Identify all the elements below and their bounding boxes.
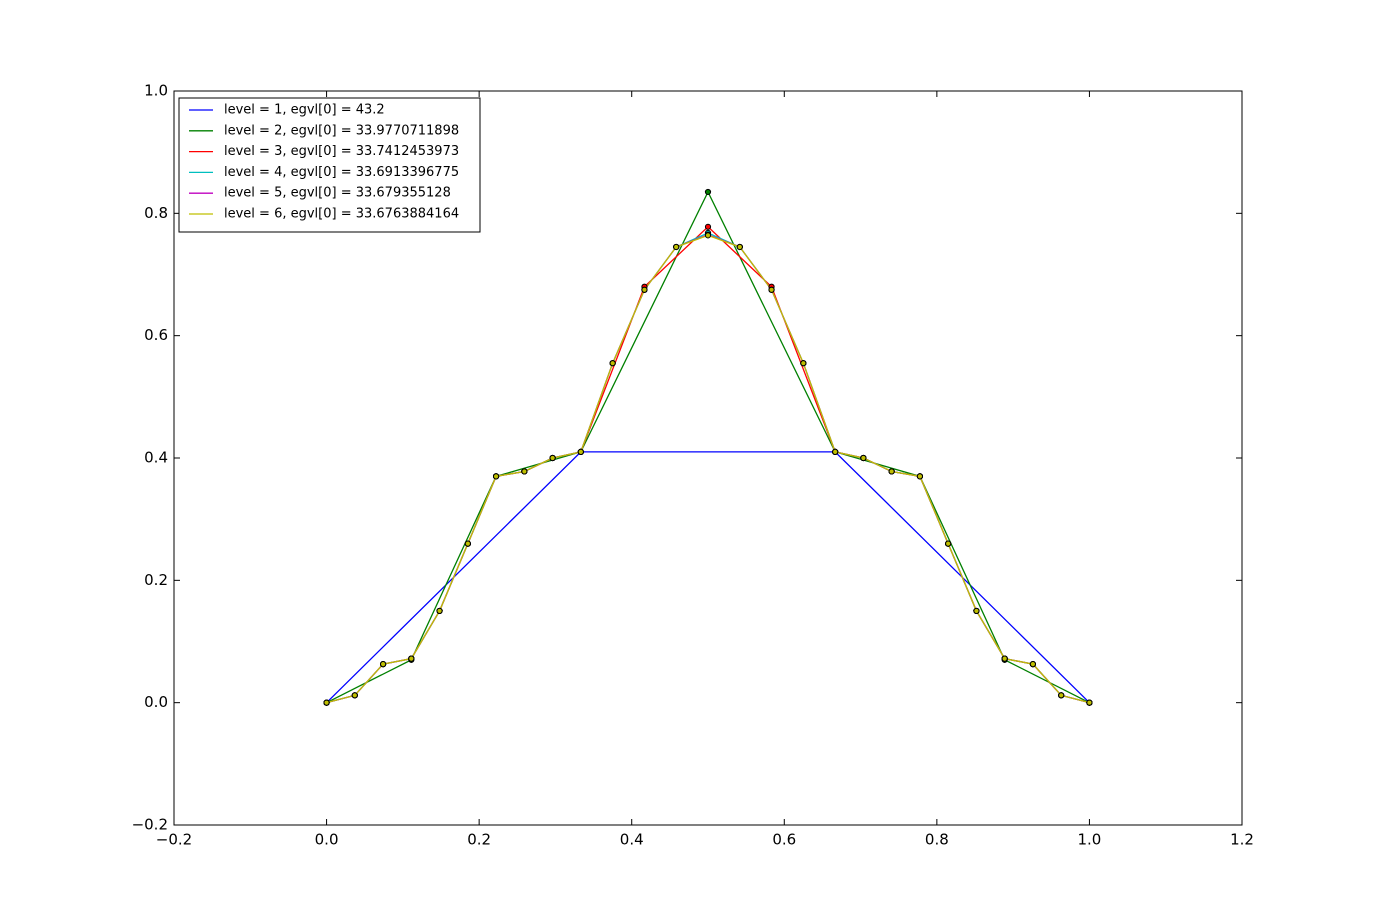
y-tick-label: 0.8 [144, 204, 168, 222]
point [1029, 661, 1037, 668]
point [1058, 692, 1065, 699]
point [832, 448, 839, 455]
point [492, 473, 500, 480]
x-tick-label: −0.2 [156, 831, 192, 849]
point [736, 243, 743, 251]
y-tick-label: 0.0 [144, 693, 168, 711]
legend-label: level = 1, egvl[0] = 43.2 [224, 103, 385, 118]
point [577, 448, 584, 455]
point [408, 655, 415, 662]
point [521, 468, 528, 475]
point [704, 223, 712, 230]
x-tick-label: 0.6 [772, 831, 796, 849]
legend-label: level = 6, egvl[0] = 33.6763884164 [224, 207, 459, 222]
point [916, 473, 924, 480]
point [549, 454, 556, 462]
point [800, 360, 807, 367]
y-tick-label: 0.6 [144, 326, 168, 344]
point [379, 661, 387, 668]
point [945, 540, 952, 547]
x-tick-label: 1.0 [1077, 831, 1101, 849]
point [323, 699, 330, 706]
y-tick-label: 1.0 [144, 82, 168, 100]
point [464, 540, 471, 547]
x-tick-label: 1.2 [1230, 831, 1254, 849]
point [1086, 699, 1093, 706]
legend-label: level = 2, egvl[0] = 33.9770711898 [224, 123, 459, 138]
point [973, 607, 980, 615]
legend-box [178, 97, 481, 233]
legend-label: level = 3, egvl[0] = 33.7412453973 [224, 144, 459, 159]
x-tick-label: 0.8 [925, 831, 949, 849]
point [1001, 655, 1008, 662]
x-tick-label: 0.2 [467, 831, 491, 849]
point [436, 607, 443, 615]
point [704, 232, 712, 239]
plot-frame [173, 90, 1243, 826]
y-tick-label: 0.4 [144, 449, 168, 467]
point [704, 188, 712, 196]
legend-label: level = 5, egvl[0] = 33.679355128 [224, 186, 451, 201]
point [351, 692, 358, 699]
y-tick-label: −0.2 [132, 816, 168, 834]
point [609, 360, 616, 367]
point [860, 454, 867, 462]
legend-label: level = 4, egvl[0] = 33.6913396775 [224, 165, 459, 180]
point [768, 286, 775, 293]
x-tick-label: 0.4 [620, 831, 644, 849]
x-tick-label: 0.0 [315, 831, 339, 849]
point [673, 243, 680, 251]
y-tick-label: 0.2 [144, 571, 168, 589]
point [888, 468, 895, 475]
point [641, 286, 648, 293]
legend: level = 1, egvl[0] = 43.2 level = 2, egvl… [178, 97, 481, 233]
